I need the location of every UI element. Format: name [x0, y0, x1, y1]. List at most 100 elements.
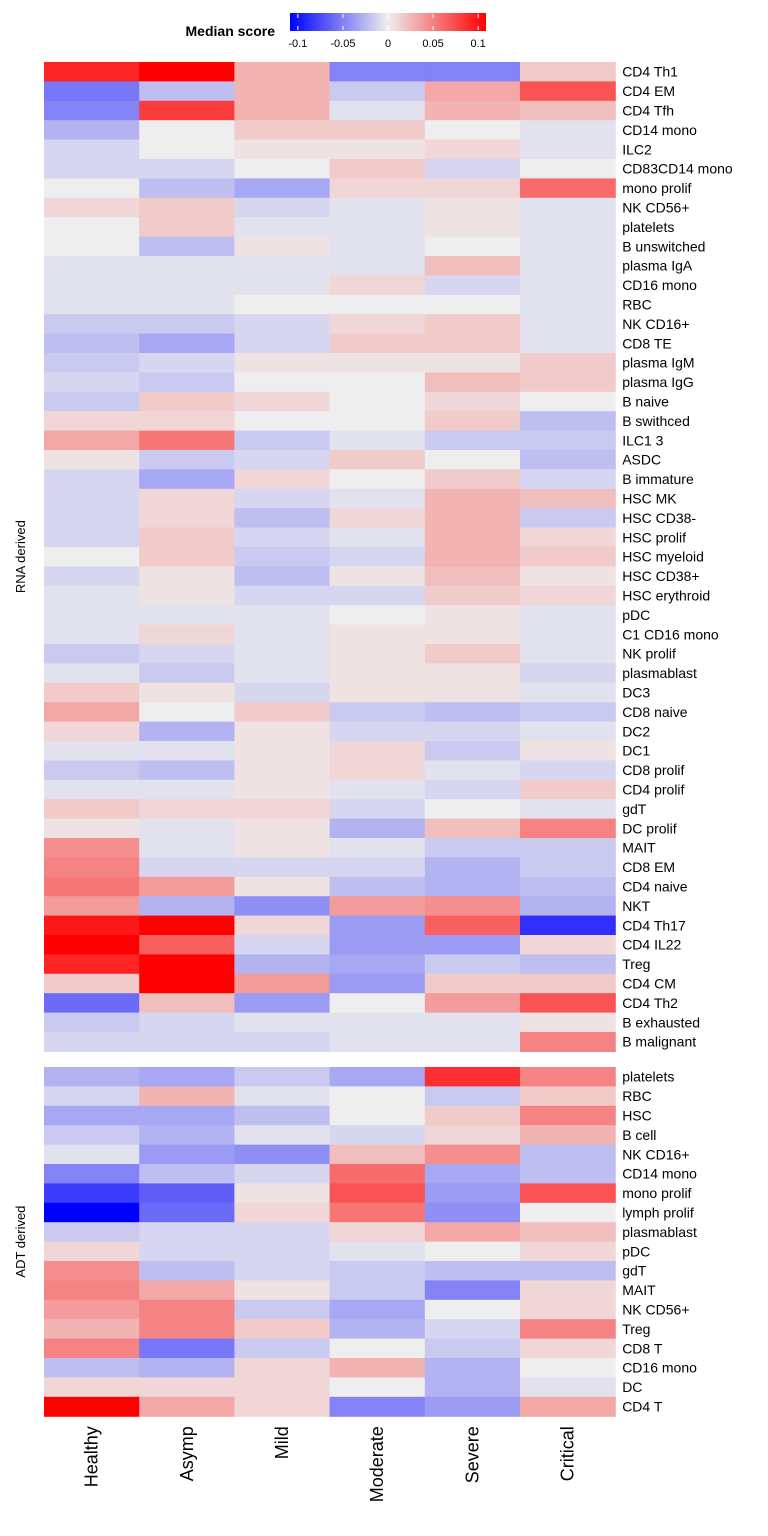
heatmap-cell: [520, 236, 616, 257]
heatmap-cell: [234, 1377, 331, 1398]
heatmap-cell: [329, 372, 426, 393]
heatmap-cell: [234, 1261, 331, 1281]
heatmap-cell: [329, 547, 426, 567]
heatmap-cell: [234, 120, 331, 141]
heatmap-cell: [520, 624, 616, 645]
heatmap-cell: [329, 624, 426, 645]
row-label: NK prolif: [622, 646, 676, 662]
heatmap-cell: [44, 197, 140, 218]
heatmap-cell: [44, 1241, 140, 1262]
row-label: pDC: [622, 607, 650, 623]
heatmap-cell: [424, 1012, 521, 1033]
heatmap-cell: [139, 857, 235, 878]
heatmap-cell: [329, 896, 426, 917]
row-label: B unswitched: [622, 238, 705, 254]
heatmap-cell: [139, 527, 235, 548]
heatmap-cell: [329, 178, 426, 199]
heatmap-cell: [329, 585, 426, 606]
row-label: CD8 TE: [622, 335, 672, 351]
heatmap-cell: [520, 896, 616, 917]
heatmap-cell: [520, 294, 616, 315]
heatmap-cell: [520, 857, 616, 878]
row-label: gdT: [622, 801, 647, 817]
heatmap-cell: [329, 353, 426, 373]
heatmap-cell: [520, 159, 616, 179]
heatmap-cell: [424, 1032, 521, 1052]
heatmap-cell: [329, 197, 426, 218]
heatmap-cell: [139, 1319, 235, 1340]
row-label: RBC: [622, 297, 652, 313]
group-label: ADT derived: [13, 1206, 28, 1278]
heatmap-cell: [329, 139, 426, 160]
heatmap-cell: [424, 314, 521, 335]
heatmap-cell: [329, 1358, 426, 1378]
row-label: plasma IgM: [622, 355, 694, 371]
heatmap-cell: [139, 217, 235, 238]
row-label: ILC2: [622, 141, 652, 157]
heatmap-cell: [329, 217, 426, 238]
heatmap-cell: [520, 1377, 616, 1398]
heatmap-cell: [520, 1280, 616, 1301]
heatmap-cell: [520, 411, 616, 432]
heatmap-cell: [234, 1067, 331, 1087]
row-label: CD4 IL22: [622, 937, 681, 953]
heatmap-cell: [329, 682, 426, 703]
heatmap-cell: [234, 450, 331, 470]
heatmap-cell: [424, 663, 521, 684]
row-label: HSC prolif: [622, 529, 686, 545]
heatmap-cell: [44, 547, 140, 567]
heatmap-cell: [329, 876, 426, 897]
row-label: CD4 prolif: [622, 782, 684, 798]
heatmap-cell: [234, 993, 331, 1014]
heatmap-cell: [424, 857, 521, 878]
heatmap-cell: [329, 1338, 426, 1359]
heatmap-cell: [424, 333, 521, 354]
heatmap-cell: [139, 372, 235, 393]
heatmap-cell: [139, 1164, 235, 1184]
heatmap-cell: [44, 993, 140, 1014]
row-label: ILC1 3: [622, 432, 663, 448]
heatmap-cell: [329, 1105, 426, 1126]
row-label: NK CD56+: [622, 200, 689, 216]
heatmap-cell: [520, 741, 616, 761]
heatmap-cell: [424, 1396, 521, 1417]
heatmap-cell: [44, 1125, 140, 1146]
row-label: plasmablast: [622, 1224, 697, 1240]
heatmap-cell: [234, 818, 331, 839]
heatmap-cell: [234, 81, 331, 102]
heatmap-cell: [329, 605, 426, 626]
heatmap-cell: [139, 430, 235, 451]
heatmap-cell: [44, 741, 140, 761]
heatmap-cell: [139, 935, 235, 955]
heatmap-cell: [520, 1319, 616, 1340]
heatmap-cell: [520, 954, 616, 975]
heatmap-cell: [520, 915, 616, 936]
row-label: HSC CD38-: [622, 510, 696, 526]
row-label: B swithced: [622, 413, 690, 429]
heatmap-cell: [139, 314, 235, 335]
heatmap-cell: [44, 100, 140, 121]
heatmap-cell: [234, 372, 331, 393]
heatmap-cell: [234, 1299, 331, 1320]
heatmap-cell: [329, 1280, 426, 1301]
heatmap-cell: [424, 1280, 521, 1301]
heatmap-cell: [424, 876, 521, 897]
heatmap-cell: [424, 799, 521, 820]
heatmap-cell: [44, 236, 140, 257]
heatmap-cell: [424, 1164, 521, 1184]
heatmap-cell: [424, 741, 521, 761]
row-label: DC: [622, 1379, 642, 1395]
heatmap-cell: [139, 779, 235, 800]
heatmap-cell: [139, 1183, 235, 1204]
heatmap-cell: [520, 1261, 616, 1281]
row-label: MAIT: [622, 840, 656, 856]
heatmap-cell: [424, 1125, 521, 1146]
heatmap-cell: [329, 236, 426, 257]
heatmap-cell: [139, 585, 235, 606]
legend-color-bar: [290, 13, 486, 31]
heatmap-cell: [424, 1261, 521, 1281]
heatmap-cell: [139, 1012, 235, 1033]
heatmap-cell: [329, 1183, 426, 1204]
heatmap-cell: [234, 935, 331, 955]
heatmap-cell: [234, 741, 331, 761]
